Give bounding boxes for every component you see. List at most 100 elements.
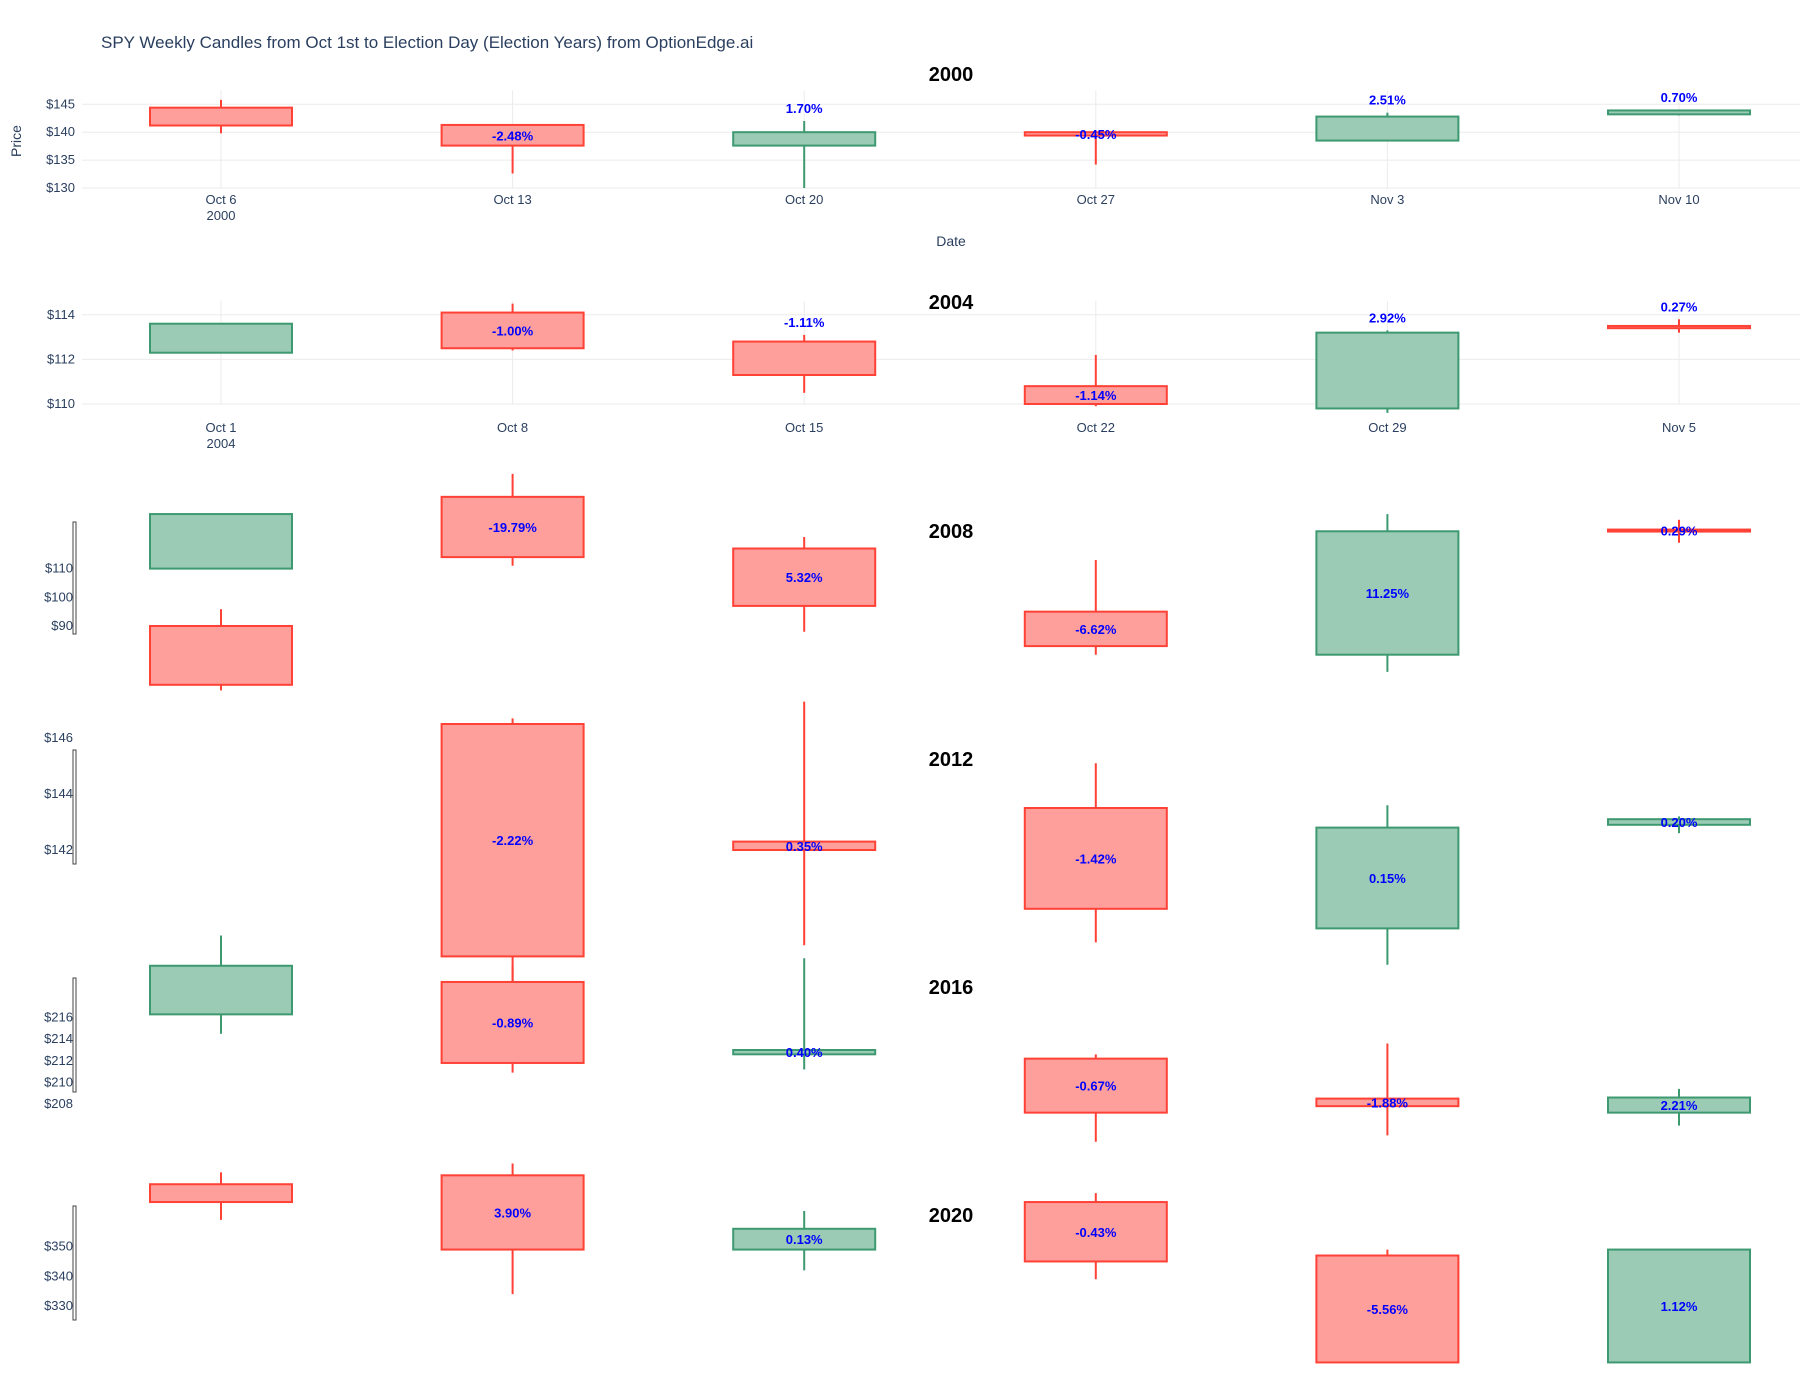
- y-tick-label: $140: [46, 124, 75, 139]
- panel-title: 2008: [929, 521, 974, 543]
- candle-body: [732, 840, 877, 851]
- candle-body: [732, 340, 877, 377]
- x-tick-label: Oct 22: [1077, 420, 1115, 435]
- pct-change-label: 0.27%: [1661, 299, 1698, 314]
- x-tick-label: Oct 8: [497, 420, 528, 435]
- candle: [1315, 112, 1460, 142]
- candle-body: [149, 625, 293, 686]
- y-tick-label: $144: [44, 786, 73, 801]
- chart-panel-2020: $330 $340 $350 2020 3.90% 0.13% -0.43% -5.56% 1.…: [44, 1163, 1751, 1364]
- candle: [440, 965, 585, 1073]
- pct-change-label: 11.25%: [1366, 586, 1410, 601]
- candle: [149, 1172, 293, 1220]
- candle-body: [732, 1227, 877, 1251]
- candle: [149, 513, 293, 570]
- candle-body: [1315, 530, 1460, 656]
- pct-change-label: 0.20%: [1661, 815, 1698, 830]
- pct-change-label: 0.15%: [1369, 871, 1406, 886]
- candle-body: [440, 123, 585, 147]
- candle: [1607, 1088, 1751, 1126]
- pct-change-label: -0.45%: [1075, 127, 1117, 142]
- candle-body: [732, 1049, 877, 1056]
- candle: [440, 1163, 585, 1295]
- candle-body: [440, 723, 585, 958]
- pct-change-label: 0.40%: [786, 1045, 823, 1060]
- candle: [732, 121, 877, 188]
- candle-body: [440, 1174, 585, 1251]
- candle: [440, 473, 585, 566]
- y-tick-label: $212: [44, 1053, 73, 1068]
- candle: [1315, 1043, 1460, 1136]
- candle-body: [732, 131, 877, 147]
- pct-change-label: 2.21%: [1661, 1098, 1698, 1113]
- candle: [1315, 514, 1460, 672]
- candle: [732, 537, 877, 632]
- pct-change-label: 1.70%: [786, 101, 823, 116]
- pct-change-label: -6.62%: [1075, 622, 1117, 637]
- x-tick-label: Oct 20: [785, 192, 823, 207]
- pct-change-label: -5.56%: [1367, 1302, 1409, 1317]
- candle-body: [1607, 528, 1751, 533]
- x-tick-label: Oct 13: [493, 192, 531, 207]
- candle: [149, 322, 293, 354]
- candle-body: [1315, 1254, 1460, 1364]
- panel-title: 2020: [929, 1205, 974, 1227]
- candle: [732, 701, 877, 946]
- pct-change-label: -1.42%: [1075, 851, 1117, 866]
- candle-body: [1023, 1201, 1168, 1263]
- y-tick-label: $210: [44, 1074, 73, 1089]
- pct-change-label: -2.48%: [492, 128, 534, 143]
- y-tick-label: $340: [44, 1268, 73, 1283]
- candle: [1023, 763, 1168, 943]
- candle-body: [1315, 331, 1460, 410]
- panel-title: 2012: [929, 749, 974, 771]
- candle-body: [440, 495, 585, 559]
- candle: [149, 99, 293, 134]
- candle-body: [1023, 131, 1168, 137]
- candle-body: [1607, 818, 1751, 826]
- pct-change-label: -1.88%: [1367, 1095, 1409, 1110]
- y-tick-label: $110: [45, 561, 73, 576]
- candle-body: [440, 980, 585, 1064]
- x-tick-label: Nov 3: [1370, 192, 1404, 207]
- candle: [1023, 354, 1168, 407]
- x-tick-label: Nov 5: [1662, 420, 1696, 435]
- candle-body: [1023, 807, 1168, 910]
- candle: [1315, 330, 1460, 413]
- candle-body: [149, 106, 293, 127]
- candle: [440, 303, 585, 351]
- y-tick-label: $216: [44, 1010, 73, 1025]
- candle: [149, 609, 293, 691]
- y-range-bracket: [72, 749, 77, 865]
- candle: [1315, 1249, 1460, 1364]
- pct-change-label: -19.79%: [488, 520, 537, 535]
- candle-body: [1607, 1096, 1751, 1114]
- candle: [1607, 109, 1751, 116]
- pct-change-label: -1.11%: [784, 315, 825, 330]
- pct-change-label: -2.22%: [492, 833, 534, 848]
- y-tick-label: $110: [47, 396, 75, 411]
- pct-change-label: -1.14%: [1075, 388, 1117, 403]
- x-tick-label: Oct 1: [205, 420, 236, 435]
- x-tick-year-label: 2004: [207, 436, 236, 451]
- candle: [440, 718, 585, 1018]
- candle-body: [149, 513, 293, 570]
- chart-panel-2016: $208 $210 $212 $214 $216 2016 -0.89% 0.40% -0.67…: [44, 935, 1751, 1142]
- candle-body: [1607, 109, 1751, 116]
- candle: [1607, 519, 1751, 543]
- y-tick-label: $146: [44, 730, 73, 745]
- pct-change-label: 1.12%: [1661, 1299, 1698, 1314]
- y-tick-label: $330: [44, 1298, 73, 1313]
- x-tick-label: Oct 29: [1368, 420, 1406, 435]
- panel-title: 2016: [929, 977, 974, 999]
- candle-body: [149, 964, 293, 1016]
- candle: [1607, 1248, 1751, 1364]
- candle: [1023, 1193, 1168, 1280]
- candle: [1607, 319, 1751, 333]
- candle-body: [1607, 324, 1751, 330]
- candle: [1023, 1054, 1168, 1142]
